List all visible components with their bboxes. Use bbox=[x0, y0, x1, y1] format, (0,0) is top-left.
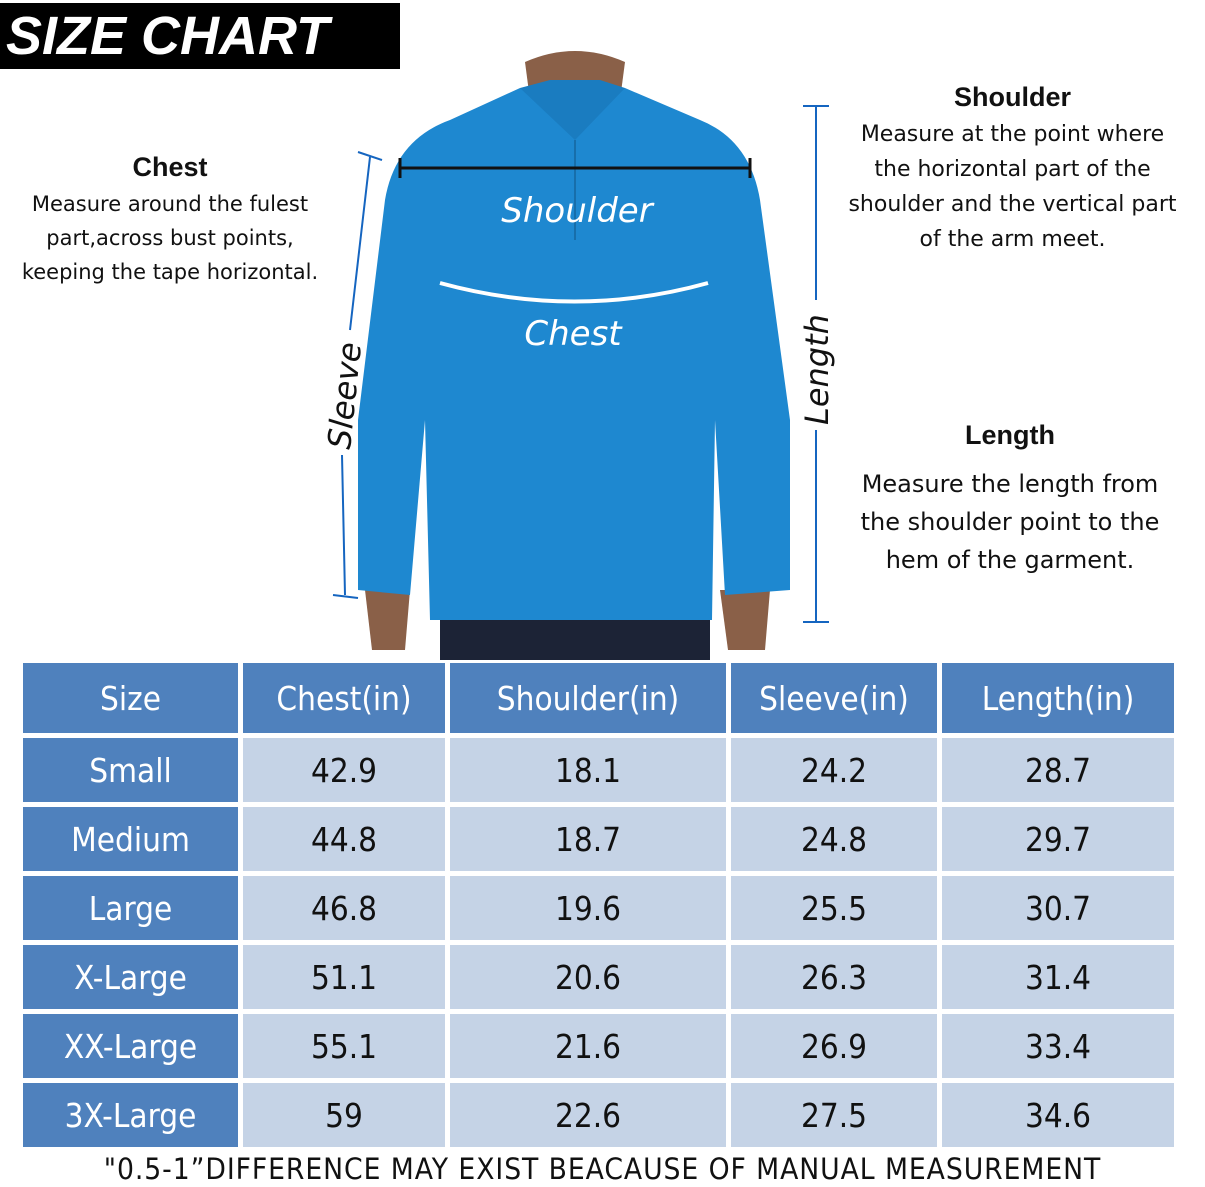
value-cell: 25.5 bbox=[731, 876, 937, 940]
table-header-row: Size Chest(in) Shoulder(in) Sleeve(in) L… bbox=[23, 663, 1174, 733]
table-row: Medium 44.8 18.7 24.8 29.7 bbox=[23, 807, 1174, 871]
value-cell: 21.6 bbox=[450, 1014, 726, 1078]
chest-label: Chest bbox=[524, 314, 623, 354]
table-row: Small 42.9 18.1 24.2 28.7 bbox=[23, 738, 1174, 802]
chest-text: Measure around the fulest part,across bus… bbox=[21, 192, 319, 284]
value-cell: 27.5 bbox=[731, 1083, 937, 1147]
shirt-illustration: Shoulder Chest Sleeve Length bbox=[320, 51, 836, 660]
header-cell: Chest(in) bbox=[243, 663, 445, 733]
size-cell: XX-Large bbox=[23, 1014, 238, 1078]
size-table: Size Chest(in) Shoulder(in) Sleeve(in) L… bbox=[18, 658, 1179, 1152]
shirt-body bbox=[358, 88, 790, 620]
value-cell: 18.1 bbox=[450, 738, 726, 802]
chest-measure-line bbox=[439, 281, 709, 304]
length-measure-line bbox=[803, 105, 829, 623]
chest-heading: Chest bbox=[132, 152, 208, 182]
length-label: Length bbox=[798, 314, 836, 425]
value-cell: 20.6 bbox=[450, 945, 726, 1009]
value-cell: 59 bbox=[243, 1083, 445, 1147]
length-text: Measure the length from the shoulder poin… bbox=[860, 470, 1160, 574]
header-cell: Size bbox=[23, 663, 238, 733]
hand-right bbox=[720, 590, 770, 650]
value-cell: 24.8 bbox=[731, 807, 937, 871]
value-cell: 55.1 bbox=[243, 1014, 445, 1078]
size-cell: Medium bbox=[23, 807, 238, 871]
value-cell: 19.6 bbox=[450, 876, 726, 940]
value-cell: 26.3 bbox=[731, 945, 937, 1009]
table-row: XX-Large 55.1 21.6 26.9 33.4 bbox=[23, 1014, 1174, 1078]
value-cell: 33.4 bbox=[942, 1014, 1174, 1078]
length-heading: Length bbox=[965, 420, 1055, 450]
header-cell: Shoulder(in) bbox=[450, 663, 726, 733]
table-row: 3X-Large 59 22.6 27.5 34.6 bbox=[23, 1083, 1174, 1147]
value-cell: 29.7 bbox=[942, 807, 1174, 871]
shoulder-label: Shoulder bbox=[501, 191, 654, 231]
page-title: SIZE CHART bbox=[0, 3, 400, 69]
value-cell: 34.6 bbox=[942, 1083, 1174, 1147]
value-cell: 44.8 bbox=[243, 807, 445, 871]
shoulder-description: Shoulder Measure at the point where the h… bbox=[815, 82, 1205, 257]
chest-description: Chest Measure around the fulest part,acro… bbox=[0, 152, 340, 289]
size-cell: Small bbox=[23, 738, 238, 802]
hand-left bbox=[365, 590, 410, 650]
header-cell: Length(in) bbox=[942, 663, 1174, 733]
value-cell: 30.7 bbox=[942, 876, 1174, 940]
table-row: X-Large 51.1 20.6 26.3 31.4 bbox=[23, 945, 1174, 1009]
value-cell: 42.9 bbox=[243, 738, 445, 802]
value-cell: 26.9 bbox=[731, 1014, 937, 1078]
value-cell: 31.4 bbox=[942, 945, 1174, 1009]
value-cell: 24.2 bbox=[731, 738, 937, 802]
collar bbox=[520, 80, 625, 140]
header-cell: Sleeve(in) bbox=[731, 663, 937, 733]
size-cell: 3X-Large bbox=[23, 1083, 238, 1147]
value-cell: 46.8 bbox=[243, 876, 445, 940]
shoulder-heading: Shoulder bbox=[953, 82, 1071, 112]
measurement-note: "0.5-1”DIFFERENCE MAY EXIST BEACAUSE OF … bbox=[103, 1152, 1102, 1186]
shoulder-text: Measure at the point where the horizontal… bbox=[848, 122, 1177, 252]
value-cell: 51.1 bbox=[243, 945, 445, 1009]
table-row: Large 46.8 19.6 25.5 30.7 bbox=[23, 876, 1174, 940]
value-cell: 18.7 bbox=[450, 807, 726, 871]
sleeve-measure-line bbox=[341, 156, 371, 596]
value-cell: 28.7 bbox=[942, 738, 1174, 802]
value-cell: 22.6 bbox=[450, 1083, 726, 1147]
length-description: Length Measure the length from the should… bbox=[830, 420, 1190, 579]
size-cell: Large bbox=[23, 876, 238, 940]
size-cell: X-Large bbox=[23, 945, 238, 1009]
